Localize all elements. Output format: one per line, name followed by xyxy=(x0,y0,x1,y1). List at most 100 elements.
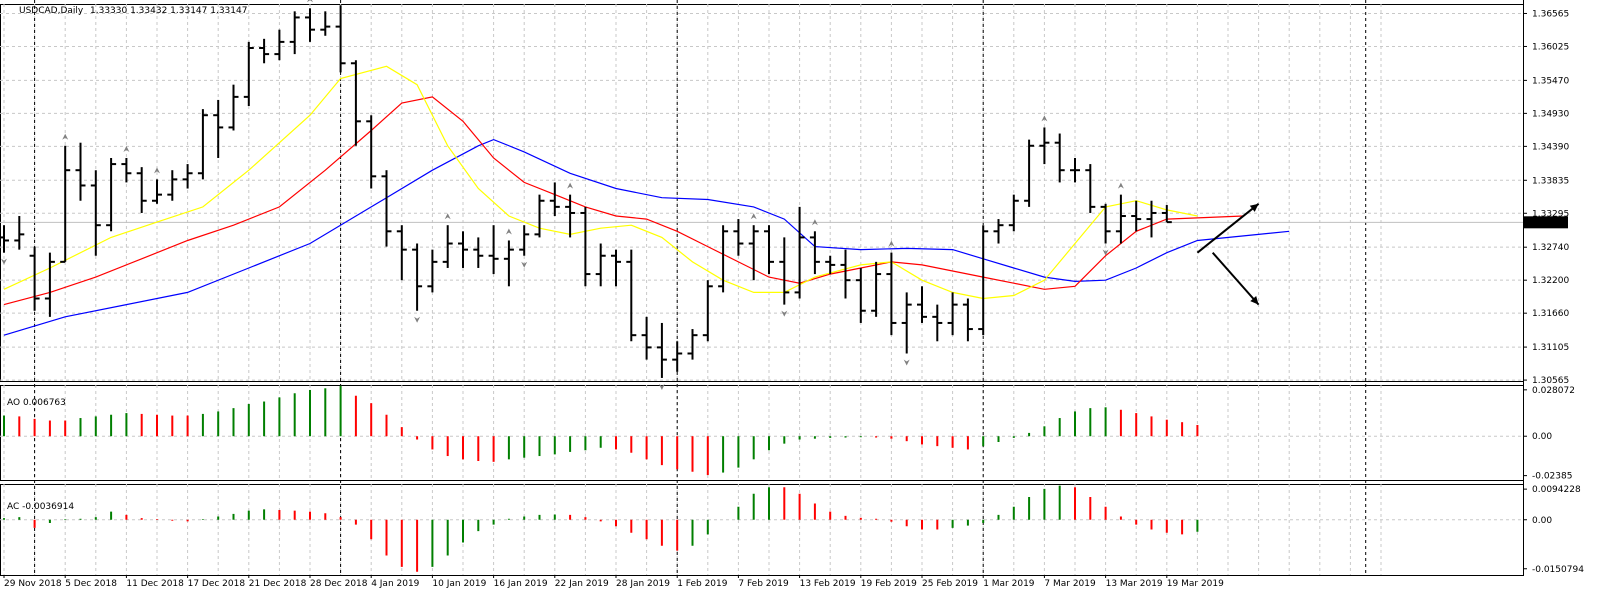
ohlc-bar xyxy=(14,216,25,250)
date-label: 7 Feb 2019 xyxy=(738,579,789,589)
price-tick-label: 1.34930 xyxy=(1532,109,1569,119)
ao-tick-label: 0.028072 xyxy=(1532,386,1575,396)
ohlc-bar xyxy=(641,316,652,360)
ohlc-bar xyxy=(978,225,989,336)
ma-slow-line xyxy=(3,138,1290,336)
ohlc-bar xyxy=(381,170,392,247)
fractal-up-marker xyxy=(123,145,130,152)
date-label: 5 Dec 2018 xyxy=(65,579,117,589)
ohlc-bar xyxy=(320,11,331,36)
date-label: 29 Nov 2018 xyxy=(4,579,62,589)
ohlc-bar xyxy=(932,304,943,342)
fractal-up-marker xyxy=(505,228,512,235)
ohlc-bar xyxy=(1085,164,1096,213)
date-label: 19 Mar 2019 xyxy=(1167,579,1224,589)
ma-mid-line xyxy=(3,96,1244,306)
ao-tick-label: -0.02385 xyxy=(1532,472,1572,482)
date-label: 10 Jan 2019 xyxy=(432,579,486,589)
ohlc-bar xyxy=(60,145,71,263)
ohlc-bar xyxy=(718,225,729,293)
ohlc-bar xyxy=(626,249,637,342)
ohlc-bar xyxy=(962,298,973,342)
ohlc-bar xyxy=(656,322,667,378)
current-price-label: 1.33147 xyxy=(1527,218,1564,228)
price-tick-label: 1.34390 xyxy=(1532,142,1569,152)
price-tick-label: 1.36025 xyxy=(1532,42,1569,52)
ohlc-bar xyxy=(1146,200,1157,238)
ohlc-bar xyxy=(136,167,147,213)
ohlc-bar xyxy=(702,280,713,342)
ohlc-bar xyxy=(1100,203,1111,244)
date-label: 4 Jan 2019 xyxy=(371,579,419,589)
ohlc-bar xyxy=(1161,205,1172,224)
date-label: 17 Dec 2018 xyxy=(188,579,246,589)
ohlc-bar xyxy=(488,225,499,275)
ohlc-bar xyxy=(274,29,285,61)
ohlc-bar xyxy=(901,292,912,354)
ohlc-bar xyxy=(197,109,208,180)
price-tick-label: 1.36565 xyxy=(1532,9,1569,19)
price-tick-label: 1.30565 xyxy=(1532,376,1569,386)
ohlc-bar xyxy=(152,179,162,204)
ohlc-bar xyxy=(44,252,55,317)
ohlc-bar xyxy=(305,8,315,42)
date-label: 21 Dec 2018 xyxy=(249,579,307,589)
price-tick-label: 1.31105 xyxy=(1532,343,1569,353)
ohlc-bar xyxy=(1024,139,1035,207)
ohlc-bar xyxy=(1039,127,1050,165)
ohlc-bar xyxy=(855,267,866,323)
date-label: 7 Mar 2019 xyxy=(1044,579,1096,589)
fractal-up-marker xyxy=(154,167,160,174)
price-tick-label: 1.33295 xyxy=(1532,209,1569,219)
ohlc-bar xyxy=(672,341,683,372)
ohlc-bar xyxy=(29,246,40,311)
ohlc-bar xyxy=(1054,133,1065,183)
ohlc-bar xyxy=(412,243,423,311)
date-label: 25 Feb 2019 xyxy=(922,579,978,589)
fractal-down-marker xyxy=(658,383,665,390)
forecast-arrow-head xyxy=(1250,295,1259,305)
ohlc-bar xyxy=(886,252,897,336)
ohlc-bar xyxy=(825,255,836,275)
date-label: 1 Feb 2019 xyxy=(677,579,728,589)
fractal-down-marker xyxy=(781,310,788,317)
ohlc-bar xyxy=(764,225,774,275)
ohlc-bar xyxy=(289,11,300,55)
ohlc-bar xyxy=(519,225,530,256)
ao-tick-label: 0.00 xyxy=(1532,432,1552,442)
ohlc-bar xyxy=(182,164,193,189)
ac-tick-label: 0.00 xyxy=(1532,516,1552,526)
ohlc-bar xyxy=(473,237,484,268)
date-label: 13 Mar 2019 xyxy=(1106,579,1163,589)
fractal-up-marker xyxy=(888,240,895,247)
ohlc-bar xyxy=(1131,200,1142,232)
ma-fast-line xyxy=(3,65,1198,300)
fractal-up-marker xyxy=(62,133,69,140)
fractal-down-marker xyxy=(414,316,421,323)
ohlc-bar xyxy=(794,206,805,299)
ohlc-bar xyxy=(259,38,270,64)
ac-title: AC -0.0036914 xyxy=(7,502,74,512)
ohlc-bar xyxy=(75,142,86,201)
fractal-up-marker xyxy=(307,0,313,3)
ohlc-bar xyxy=(534,194,545,238)
date-label: 13 Feb 2019 xyxy=(800,579,856,589)
ohlc-bar xyxy=(1070,157,1080,183)
ohlc-bar xyxy=(106,157,117,232)
price-tick-label: 1.32200 xyxy=(1532,276,1569,286)
ohlc-bar xyxy=(871,261,882,317)
ohlc-bar xyxy=(917,286,927,323)
ohlc-bar xyxy=(565,194,576,238)
fractal-down-marker xyxy=(1,258,7,265)
ao-title: AO 0.006763 xyxy=(7,398,66,408)
fractal-down-marker xyxy=(903,359,910,366)
ohlc-bar xyxy=(809,231,820,275)
ohlc-bar xyxy=(580,206,591,287)
date-label: 16 Jan 2019 xyxy=(494,579,548,589)
ohlc-bar xyxy=(213,99,224,158)
ohlc-bar xyxy=(90,170,101,256)
price-tick-label: 1.32740 xyxy=(1532,243,1569,253)
ohlc-bar xyxy=(427,249,438,293)
ohlc-bar xyxy=(366,115,377,189)
